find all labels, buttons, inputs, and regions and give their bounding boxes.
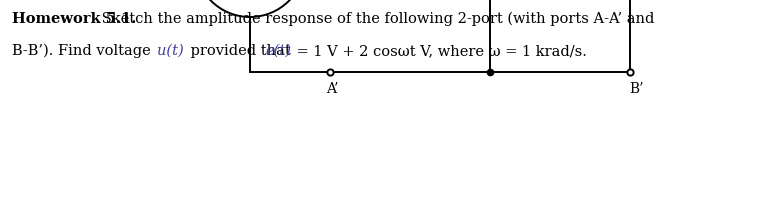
Text: Homework 5.1.: Homework 5.1.	[12, 12, 137, 26]
Text: B-B’). Find voltage: B-B’). Find voltage	[12, 44, 156, 58]
Text: A’: A’	[326, 82, 338, 96]
Text: B’: B’	[629, 82, 644, 96]
Text: u(t): u(t)	[157, 44, 184, 58]
Text: Sketch the amplitude response of the following 2-port (with ports A-A’ and: Sketch the amplitude response of the fol…	[97, 12, 655, 26]
Text: = 1 V + 2 cosωt V, where ω = 1 krad/s.: = 1 V + 2 cosωt V, where ω = 1 krad/s.	[292, 44, 587, 58]
Text: e(t): e(t)	[265, 44, 291, 58]
Text: provided that: provided that	[186, 44, 295, 58]
